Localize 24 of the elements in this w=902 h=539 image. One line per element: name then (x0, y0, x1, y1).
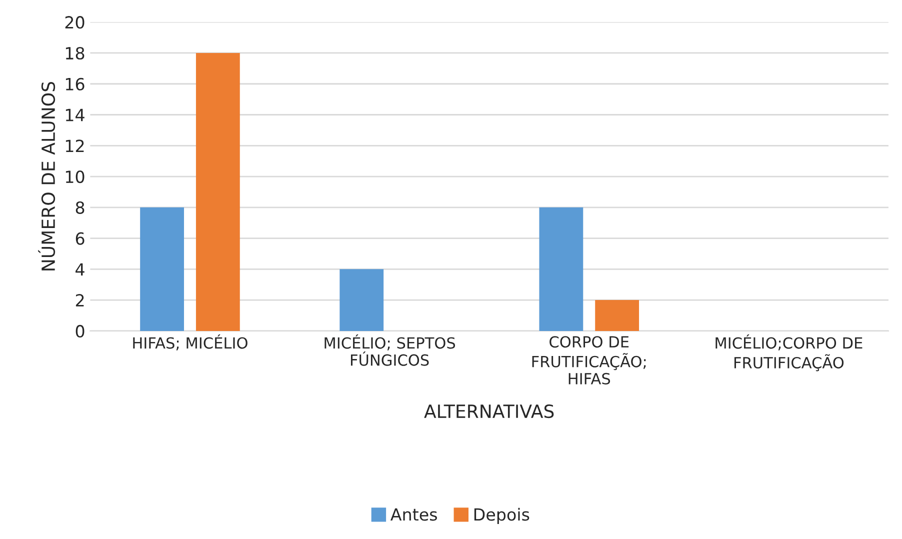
y-tick-label: 20 (65, 16, 84, 29)
x-tick-label: MICÉLIO; SEPTOS FÚNGICOS (324, 334, 456, 366)
y-tick-label: 4 (76, 263, 84, 276)
bar (140, 207, 184, 331)
legend-label: Antes (390, 508, 437, 521)
y-tick-label: 16 (66, 78, 84, 90)
y-tick-label: 8 (76, 201, 84, 214)
legend-label: Depois (474, 508, 530, 524)
y-tick-label: 6 (76, 232, 84, 245)
bar (340, 269, 384, 331)
x-tick-label: HIFAS; MICÉLIO (133, 334, 248, 350)
x-tick-label: MICÉLIO;CORPO DE FRUTIFICAÇÃO (716, 334, 862, 372)
x-tick-label: CORPO DE FRUTIFICAÇÃO; HIFAS (532, 336, 646, 384)
y-tick-label: 14 (66, 108, 84, 122)
x-axis-title: ALTERNATIVAS (424, 404, 554, 418)
y-axis-title: NÚMERO DE ALUNOS (38, 82, 56, 270)
bar (595, 300, 640, 331)
y-tick-label: 2 (76, 294, 84, 306)
bar (539, 207, 584, 331)
y-tick-label: 12 (66, 140, 84, 152)
y-tick-label: 18 (66, 46, 84, 60)
y-tick-label: 10 (66, 170, 84, 184)
y-tick-label: 0 (76, 324, 84, 338)
bar (196, 52, 240, 331)
